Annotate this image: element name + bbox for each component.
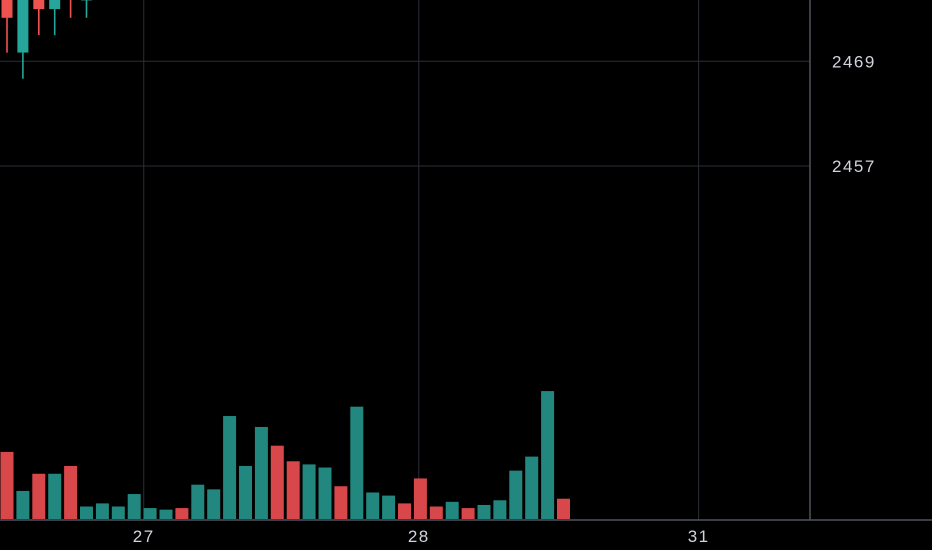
volume-bars [0,391,570,519]
volume-bar [239,465,252,519]
candle-body [49,0,61,10]
volume-bar [350,406,364,519]
volume-bar [80,506,93,519]
volume-bar [477,504,491,519]
volume-bar [175,508,189,519]
price-tick-label: 2457 [832,157,876,176]
grid-lines [0,0,810,520]
time-tick-label: 31 [688,527,710,546]
volume-bar [509,470,523,519]
candle-body [1,0,13,18]
candle[interactable] [65,0,76,18]
time-tick-label: 28 [408,527,430,546]
volume-bar [413,478,427,519]
volume-bar [334,486,348,519]
time-tick-label: 27 [133,527,155,546]
volume-bar [32,473,46,519]
candlesticks[interactable] [1,0,570,79]
candle[interactable] [1,0,13,53]
candle-body [33,0,45,10]
volume-bar [270,445,284,519]
volume-bar [254,426,268,519]
volume-bar [127,494,141,519]
volume-bar [191,484,205,519]
price-tick-label: 2469 [832,52,876,71]
volume-bar [223,416,237,519]
volume-bar [461,508,475,519]
volume-bar [398,503,411,519]
volume-bar [429,506,443,519]
volume-bar [302,464,316,519]
candle-body [17,0,29,53]
volume-bar [318,467,332,519]
volume-bar [143,508,157,519]
price-axis-background [810,0,932,520]
candle[interactable] [81,0,92,18]
volume-bar [207,489,221,519]
volume-bar [366,492,380,519]
volume-bar [382,495,396,519]
candle[interactable] [33,0,45,36]
volume-bar [493,500,507,519]
volume-bar [159,509,173,519]
candle[interactable] [17,0,29,79]
volume-bar [48,473,62,519]
volume-bar [541,391,555,519]
volume-bar [0,451,14,519]
volume-bar [111,506,125,519]
volume-bar [286,461,300,519]
volume-bar [16,490,30,519]
candle[interactable] [49,0,61,36]
volume-bar [557,498,570,519]
volume-bar [95,503,109,519]
volume-bar [445,501,459,519]
time-axis[interactable]: 27 28 31 [133,527,710,546]
volume-bar [525,456,539,519]
price-axis[interactable]: 2620260025802560254025202505249324812469… [832,0,876,176]
volume-bar [64,465,78,519]
